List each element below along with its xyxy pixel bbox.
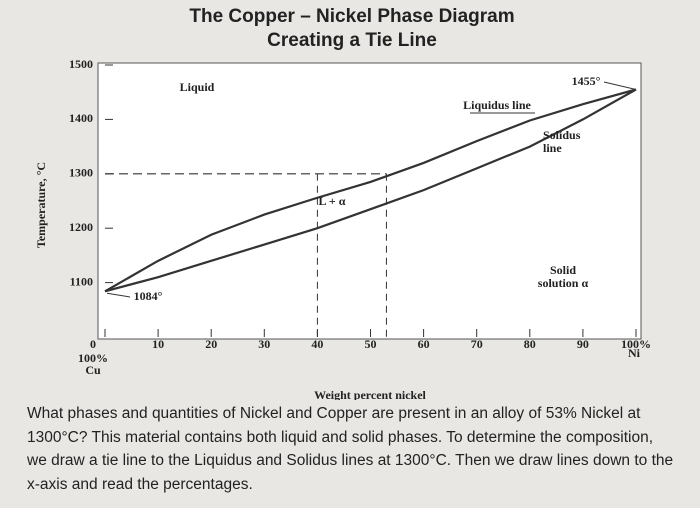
x-tick-label: 50 <box>365 337 377 351</box>
pointer <box>603 81 637 90</box>
x-tick-label: 90 <box>577 337 589 351</box>
y-tick-label: 1100 <box>70 274 93 288</box>
x-tick-label: 30 <box>258 337 270 351</box>
annotation: L + α <box>319 194 346 208</box>
phase-line <box>104 88 637 293</box>
x-tick-label: 40 <box>311 337 323 351</box>
y-tick-label: 1300 <box>69 166 93 180</box>
annotation: solution α <box>538 276 589 290</box>
y-tick-label: 1400 <box>69 111 93 125</box>
chart: The Copper – Nickel Phase Diagram Creati… <box>34 6 651 400</box>
pointer <box>106 292 131 298</box>
annotation: Liquid <box>180 80 215 94</box>
annotation: 1084° <box>134 289 163 303</box>
x-end-label: Cu <box>85 363 101 377</box>
x-tick-label: 100% <box>621 337 651 351</box>
phase-line <box>104 88 637 293</box>
annotation: Solid <box>550 263 576 277</box>
annotation: line <box>543 141 562 155</box>
x-tick-label: 80 <box>524 337 536 351</box>
chart-title: The Copper – Nickel Phase Diagram <box>189 6 514 27</box>
y-tick-label: 1200 <box>69 220 93 234</box>
x-tick-label: 60 <box>418 337 430 351</box>
y-tick-label: 1500 <box>69 57 93 71</box>
x-axis-label: Weight percent nickel <box>314 388 426 400</box>
x-end-label: Ni <box>628 346 641 360</box>
annotation: Liquidus line <box>463 98 531 112</box>
description: What phases and quantities of Nickel and… <box>27 405 674 493</box>
plot-frame <box>97 62 642 340</box>
x-tick-label: 70 <box>471 337 483 351</box>
chart-subtitle: Creating a Tie Line <box>267 30 437 51</box>
x-tick-label: 0 <box>90 337 96 351</box>
x-tick-label: 20 <box>205 337 217 351</box>
x-tick-label: 10 <box>152 337 164 351</box>
x-end-label: 100% <box>78 351 108 365</box>
y-axis-label: Temperature, °C <box>34 162 48 248</box>
annotation: 1455° <box>572 74 601 88</box>
annotation: Solidus <box>543 128 581 142</box>
